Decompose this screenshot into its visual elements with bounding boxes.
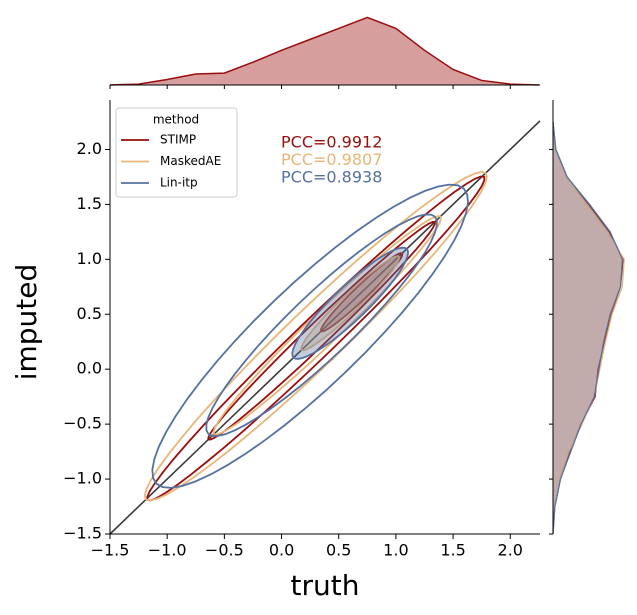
x-tick-label: −1.0 [148, 541, 187, 560]
x-axis-label: truth [291, 569, 360, 602]
x-tick-label: 1.0 [383, 541, 408, 560]
pcc-annotation: PCC=0.9807 [281, 150, 382, 169]
contour [300, 255, 401, 352]
identity-line [109, 120, 541, 535]
pcc-annotation: PCC=0.9912 [281, 133, 382, 152]
x-tick-label: 0.5 [326, 541, 351, 560]
legend-label: STIMP [160, 133, 196, 147]
x-tick-label: 2.0 [498, 541, 523, 560]
marginal-x-area [110, 17, 539, 86]
y-tick-label: 2.0 [77, 139, 102, 158]
legend-box [115, 107, 238, 198]
y-tick-label: −1.5 [63, 524, 102, 543]
y-tick-label: −1.0 [63, 469, 102, 488]
contour [291, 246, 409, 360]
x-tick-label: −0.5 [205, 541, 244, 560]
contour [151, 183, 469, 489]
legend-label: Lin-itp [160, 176, 198, 190]
y-tick-label: 0.5 [77, 304, 102, 323]
marginal-y-area [553, 121, 625, 535]
x-tick-label: −1.5 [91, 541, 130, 560]
pcc-annotation: PCC=0.8938 [281, 168, 382, 187]
x-tick-label: 1.5 [440, 541, 465, 560]
y-tick-label: 1.0 [77, 249, 102, 268]
contours [143, 170, 488, 502]
y-axis-label: imputed [10, 264, 43, 381]
legend-label: MaskedAE [160, 154, 221, 168]
marginal-y-line [552, 121, 625, 535]
y-tick-label: −0.5 [63, 414, 102, 433]
contour [143, 170, 488, 502]
contour [207, 220, 436, 441]
y-tick-label: 0.0 [77, 359, 102, 378]
x-tick-label: 0.0 [269, 541, 294, 560]
marginal-x-line [109, 16, 539, 86]
marginal-y-area [553, 121, 624, 535]
legend-title: method [153, 113, 199, 127]
marginal-y-line [552, 121, 623, 535]
contour [205, 213, 438, 437]
y-tick-label: 1.5 [77, 194, 102, 213]
